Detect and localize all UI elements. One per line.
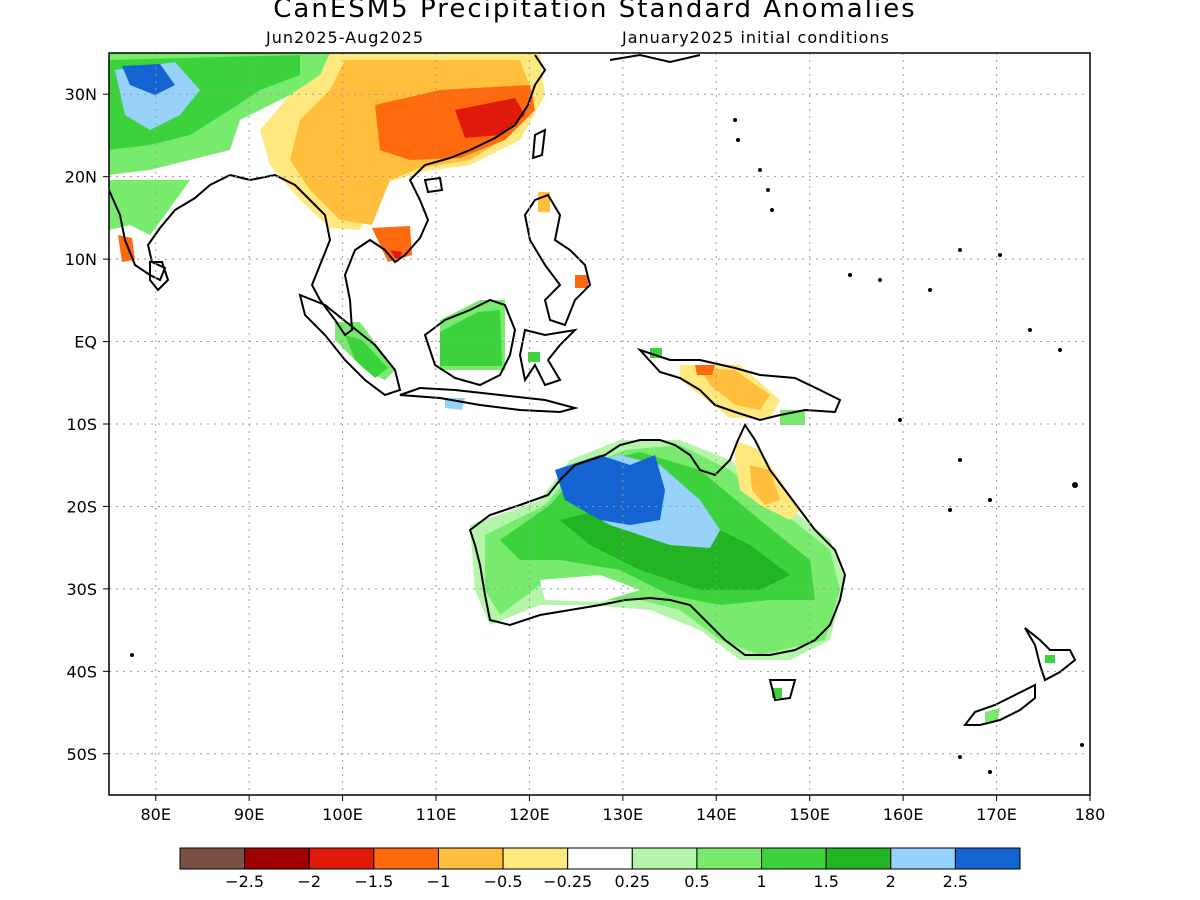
australia-coastline (468, 422, 847, 656)
india-coastline (109, 174, 231, 282)
lon-label: 150E (789, 805, 830, 824)
lon-label: 130E (603, 805, 644, 824)
sumatra-wetter-anomaly (345, 335, 388, 378)
anomaly-field (109, 53, 1055, 722)
lon-label: 90E (234, 805, 264, 824)
colorbar-swatch (567, 847, 633, 870)
lon-label: 110E (416, 805, 457, 824)
new-zealand-south-coastline (962, 683, 1036, 726)
colorbar-swatch (244, 847, 310, 870)
colorbar-label: 1.5 (813, 872, 838, 891)
sulawesi-wet-anomaly (528, 352, 540, 362)
philippines-coastline (523, 193, 592, 327)
tasmania-coastline (768, 679, 797, 702)
colorbar: −2.5 −2 −1.5 −1 −0.5 −0.25 0.25 0.5 1 1.5 2 2.5 (179, 847, 1021, 891)
new-guinea-coastline (636, 347, 842, 422)
lon-label: 180 (1075, 805, 1106, 824)
borneo-coastline (423, 298, 517, 387)
colorbar-label: 1 (756, 872, 766, 891)
map-title: CanESM5 Precipitation Standard Anomalies (273, 0, 917, 24)
colorbar-label: −2 (297, 872, 321, 891)
lat-label: 40S (66, 662, 97, 681)
colorbar-label: 2 (886, 872, 896, 891)
colorbar-swatch (308, 847, 375, 870)
lon-label: 140E (696, 805, 737, 824)
colorbar-swatch (761, 847, 827, 870)
colorbar-label: 0.25 (614, 872, 650, 891)
colorbar-label: −1 (427, 872, 451, 891)
lat-label: 10S (66, 415, 97, 434)
new-guinea-dry-anomaly (700, 368, 770, 410)
lon-label: 170E (976, 805, 1017, 824)
pacific-islands (130, 118, 1084, 774)
asia-mainland-coastline (229, 54, 547, 337)
lat-label: 10N (65, 250, 97, 269)
indochina-dry-anomaly (372, 226, 412, 262)
lat-label: 30N (65, 85, 97, 104)
graticule (109, 53, 1090, 795)
forecast-period: Jun2025-Aug2025 (266, 28, 425, 47)
longitude-labels: 80E 90E 100E 110E 120E 130E 140E 150E 160E 170E 18… (140, 795, 1105, 824)
latitude-labels: 30N 20N 10N EQ 10S 20S 30S 40S 50S (65, 85, 109, 764)
taiwan-coastline (531, 128, 547, 160)
sulawesi-coastline (518, 328, 578, 387)
lon-label: 120E (509, 805, 550, 824)
india-coast-wet-anomaly (109, 180, 190, 235)
colorbar-swatch (437, 847, 504, 870)
lon-label: 160E (883, 805, 924, 824)
colorbar-label: −2.5 (225, 872, 264, 891)
new-guinea-very-dry-anomaly (695, 365, 715, 375)
lat-label: 20S (66, 497, 97, 516)
new-zealand-wet-anomaly (1045, 655, 1055, 663)
initial-conditions: January2025 initial conditions (622, 28, 890, 47)
colorbar-swatch (890, 847, 956, 870)
colorbar-label: −0.25 (543, 872, 592, 891)
colorbar-swatch (179, 847, 246, 870)
himalaya-blue-anomaly (122, 64, 175, 95)
sumatra-coastline (298, 293, 402, 397)
south-china-extreme-dry-anomaly (455, 98, 525, 138)
colorbar-label: 0.5 (684, 872, 709, 891)
colorbar-swatch (954, 847, 1021, 870)
hainan-coastline (423, 176, 444, 194)
colorbar-swatch (502, 847, 569, 870)
mindanao-dry-anomaly (575, 275, 588, 288)
lon-label: 80E (140, 805, 170, 824)
lat-label: 20N (65, 168, 97, 187)
colorbar-label: −0.5 (484, 872, 523, 891)
sri-lanka-coastline (149, 261, 170, 292)
new-zealand-north-coastline (1024, 627, 1077, 682)
japan-coastline (609, 53, 701, 64)
lat-label: 50S (66, 745, 97, 764)
lon-label: 100E (322, 805, 363, 824)
australia-blue-anomaly (555, 455, 665, 525)
australia-south-white-gap (540, 575, 640, 602)
colorbar-swatch (631, 847, 698, 870)
colorbar-label: 2.5 (943, 872, 968, 891)
java-coastline (399, 386, 579, 414)
colorbar-swatch (373, 847, 439, 870)
lat-label: 30S (66, 580, 97, 599)
colorbar-swatch (825, 847, 892, 870)
colorbar-label: −1.5 (354, 872, 393, 891)
borneo-wetter-anomaly (440, 310, 502, 366)
queensland-drier-anomaly (750, 465, 780, 505)
lat-label: EQ (74, 333, 97, 352)
coastlines (109, 53, 1077, 726)
colorbar-swatch (696, 847, 763, 870)
